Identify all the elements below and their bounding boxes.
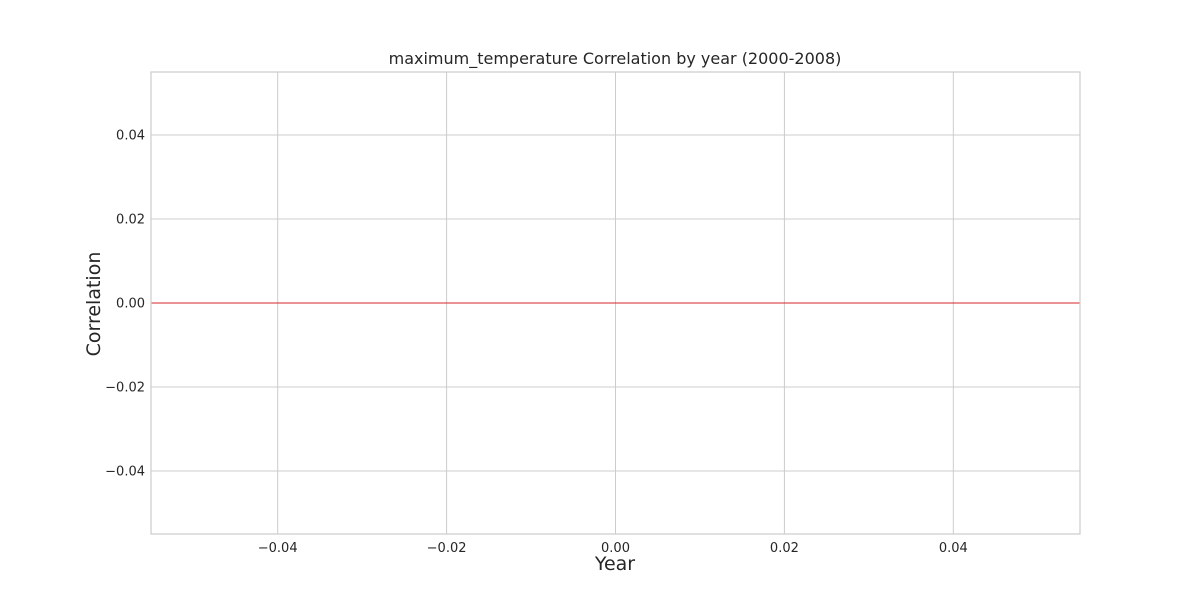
- y-tick-label: 0.04: [116, 129, 145, 144]
- x-axis-label: Year: [594, 553, 635, 575]
- plot-frame: [150, 71, 1081, 535]
- y-tick-label: −0.04: [105, 465, 145, 480]
- chart-title: maximum_temperature Correlation by year …: [389, 49, 842, 69]
- y-axis-label: Correlation: [83, 252, 105, 357]
- x-tick-label: 0.00: [601, 541, 630, 556]
- x-tick-label: 0.02: [770, 541, 799, 556]
- x-tick-labels: −0.04 −0.02 0.00 0.02 0.04: [258, 541, 968, 556]
- y-tick-label: −0.02: [105, 381, 145, 396]
- y-tick-label: 0.02: [116, 213, 145, 228]
- x-tick-label: 0.04: [939, 541, 968, 556]
- x-tick-label: −0.02: [427, 541, 467, 556]
- y-tick-label: 0.00: [116, 297, 145, 312]
- x-tick-label: −0.04: [258, 541, 298, 556]
- y-tick-labels: 0.04 0.02 0.00 −0.02 −0.04: [105, 129, 145, 480]
